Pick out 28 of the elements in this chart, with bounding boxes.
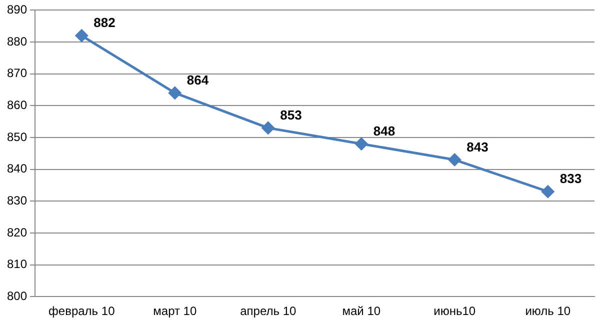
data-label: 833 <box>560 171 582 186</box>
y-tick-label: 830 <box>6 193 28 208</box>
y-tick-label: 820 <box>6 225 28 240</box>
x-tick-label: февраль 10 <box>48 304 116 318</box>
point <box>542 185 554 198</box>
data-label: 882 <box>94 15 116 30</box>
y-tick-label: 840 <box>6 162 28 176</box>
y-tick-label: 810 <box>6 257 28 272</box>
x-tick-label: июнь10 <box>434 304 476 318</box>
data-label: 843 <box>466 139 488 154</box>
point <box>168 86 182 100</box>
y-tick-label: 890 <box>6 2 28 17</box>
y-tick-label: 860 <box>6 98 28 112</box>
data-label: 853 <box>280 108 302 123</box>
point <box>448 154 461 166</box>
y-tick-label: 850 <box>6 130 28 144</box>
x-tick-label: июль 10 <box>525 304 571 318</box>
x-tick-label: март 10 <box>153 304 197 318</box>
point <box>355 138 368 150</box>
point <box>262 122 274 134</box>
y-tick-label: 880 <box>6 34 28 48</box>
y-tick-label: 870 <box>6 66 28 80</box>
y-tick-label: 800 <box>6 288 28 303</box>
x-tick-label: май 10 <box>342 304 381 318</box>
data-label: 864 <box>186 72 210 88</box>
point <box>75 29 88 42</box>
data-label: 848 <box>373 123 396 138</box>
x-tick-label: апрель 10 <box>240 304 296 318</box>
